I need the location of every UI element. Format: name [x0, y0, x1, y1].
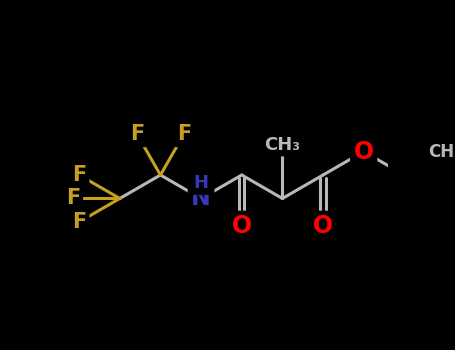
Text: O: O: [313, 214, 333, 238]
Text: N: N: [191, 187, 211, 210]
Text: F: F: [130, 124, 144, 144]
Text: F: F: [72, 165, 86, 185]
Text: F: F: [72, 212, 86, 232]
Text: F: F: [66, 188, 80, 209]
Text: O: O: [354, 140, 374, 163]
Text: H: H: [193, 174, 208, 192]
Text: F: F: [177, 124, 191, 144]
Text: CH₃: CH₃: [428, 142, 455, 161]
Text: CH₃: CH₃: [264, 136, 300, 154]
Text: O: O: [232, 214, 252, 238]
